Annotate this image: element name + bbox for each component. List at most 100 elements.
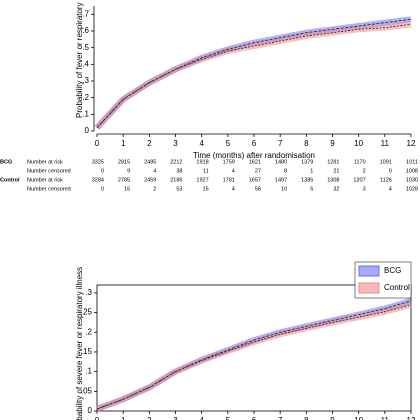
x-tick-label: 0 — [95, 416, 100, 420]
table-value: 1918 — [196, 159, 208, 165]
y-tick-label: .3 — [82, 76, 89, 85]
legend-label: Control — [384, 283, 410, 292]
table-value: 1480 — [275, 159, 287, 165]
y-tick-label: 0 — [88, 406, 93, 415]
table-value: 56 — [255, 186, 261, 192]
table-value: 4 — [153, 168, 156, 174]
y-tick-label: .6 — [82, 26, 89, 35]
x-tick-label: 4 — [199, 139, 204, 148]
y-axis-title: Probability of fever or respiratory — [75, 2, 84, 118]
table-value: 1379 — [301, 159, 313, 165]
y-tick-label: .1 — [85, 367, 92, 376]
table-value: 10 — [281, 186, 287, 192]
legend-swatch — [358, 282, 380, 294]
confidence-band — [94, 16, 412, 130]
table-value: 1308 — [327, 177, 339, 183]
x-tick-label: 12 — [407, 139, 416, 148]
y-tick-label: .7 — [82, 9, 89, 18]
x-tick-label: 2 — [147, 416, 152, 420]
table-value: 1030 — [406, 177, 418, 183]
y-tick-label: 0 — [85, 126, 90, 135]
y-axis-title: Probability of severe fever or respirato… — [75, 267, 84, 420]
y-tick-label: .2 — [85, 327, 92, 336]
y-tick-label: .15 — [81, 347, 93, 356]
table-value: 3325 — [92, 159, 104, 165]
y-tick-label: .05 — [81, 386, 93, 395]
table-value: 2459 — [144, 177, 156, 183]
x-tick-label: 9 — [330, 416, 335, 420]
table-value: 0 — [389, 168, 392, 174]
survival-line — [96, 23, 412, 128]
table-value: 21 — [333, 168, 339, 174]
table-value: 8 — [284, 168, 287, 174]
group-label: Control — [0, 177, 20, 183]
table-value: 0 — [101, 168, 104, 174]
group-label: BCG — [0, 159, 12, 165]
x-tick-label: 5 — [226, 416, 231, 420]
table-value: 4 — [232, 168, 235, 174]
table-value: 11 — [203, 168, 209, 174]
table-value: 2186 — [170, 177, 182, 183]
table-value: 53 — [176, 186, 182, 192]
table-value: 38 — [176, 168, 182, 174]
table-value: 4 — [389, 186, 392, 192]
table-value: 1759 — [223, 159, 235, 165]
x-tick-label: 11 — [381, 416, 390, 420]
table-value: 9 — [127, 168, 130, 174]
x-tick-label: 2 — [147, 139, 152, 148]
confidence-band — [95, 301, 412, 412]
x-tick-label: 8 — [304, 416, 309, 420]
table-value: 1170 — [354, 159, 366, 165]
table-value: 0 — [101, 186, 104, 192]
y-tick-label: .3 — [85, 288, 92, 297]
y-tick-label: .5 — [82, 43, 89, 52]
x-tick-label: 8 — [304, 139, 309, 148]
table-value: 1008 — [406, 168, 418, 174]
x-tick-label: 10 — [354, 416, 363, 420]
y-tick-label: .4 — [82, 59, 89, 68]
table-value: 32 — [333, 186, 339, 192]
x-tick-label: 10 — [354, 139, 363, 148]
table-value: 1011 — [406, 159, 418, 165]
table-value: 1927 — [196, 177, 208, 183]
x-tick-label: 6 — [252, 139, 257, 148]
x-tick-label: 6 — [252, 416, 257, 420]
table-value: 1281 — [327, 159, 339, 165]
x-tick-label: 3 — [173, 416, 178, 420]
x-tick-label: 7 — [278, 416, 283, 420]
x-tick-label: 3 — [173, 139, 178, 148]
table-value: 1091 — [380, 159, 392, 165]
table-value: 27 — [255, 168, 261, 174]
x-axis-title: Time (months) after randomisation — [193, 151, 315, 160]
table-value: 1497 — [275, 177, 287, 183]
table-value: 2 — [363, 168, 366, 174]
table-value: 1 — [310, 168, 313, 174]
table-value: 1657 — [249, 177, 261, 183]
table-value: 1028 — [406, 186, 418, 192]
row-label: Number censored — [27, 168, 71, 174]
table-value: 15 — [203, 186, 209, 192]
y-tick-label: .25 — [81, 308, 93, 317]
x-tick-label: 11 — [381, 139, 390, 148]
survival-line — [96, 18, 412, 128]
table-value: 1207 — [353, 177, 365, 183]
x-tick-label: 1 — [121, 139, 126, 148]
x-tick-label: 1 — [121, 416, 126, 420]
table-value: 2485 — [144, 159, 156, 165]
x-tick-label: 9 — [330, 139, 335, 148]
legend-swatch — [358, 265, 380, 277]
table-value: 4 — [232, 186, 235, 192]
survival-line — [96, 304, 412, 410]
x-tick-label: 5 — [226, 139, 231, 148]
table-value: 3284 — [92, 177, 104, 183]
table-value: 16 — [124, 186, 130, 192]
row-label: Number at risk — [27, 159, 63, 165]
x-tick-label: 7 — [278, 139, 283, 148]
x-tick-label: 12 — [407, 416, 416, 420]
row-label: Number at risk — [27, 177, 63, 183]
row-label: Number censored — [27, 186, 71, 192]
table-value: 1385 — [301, 177, 313, 183]
table-value: 5 — [310, 186, 313, 192]
table-value: 1781 — [223, 177, 235, 183]
